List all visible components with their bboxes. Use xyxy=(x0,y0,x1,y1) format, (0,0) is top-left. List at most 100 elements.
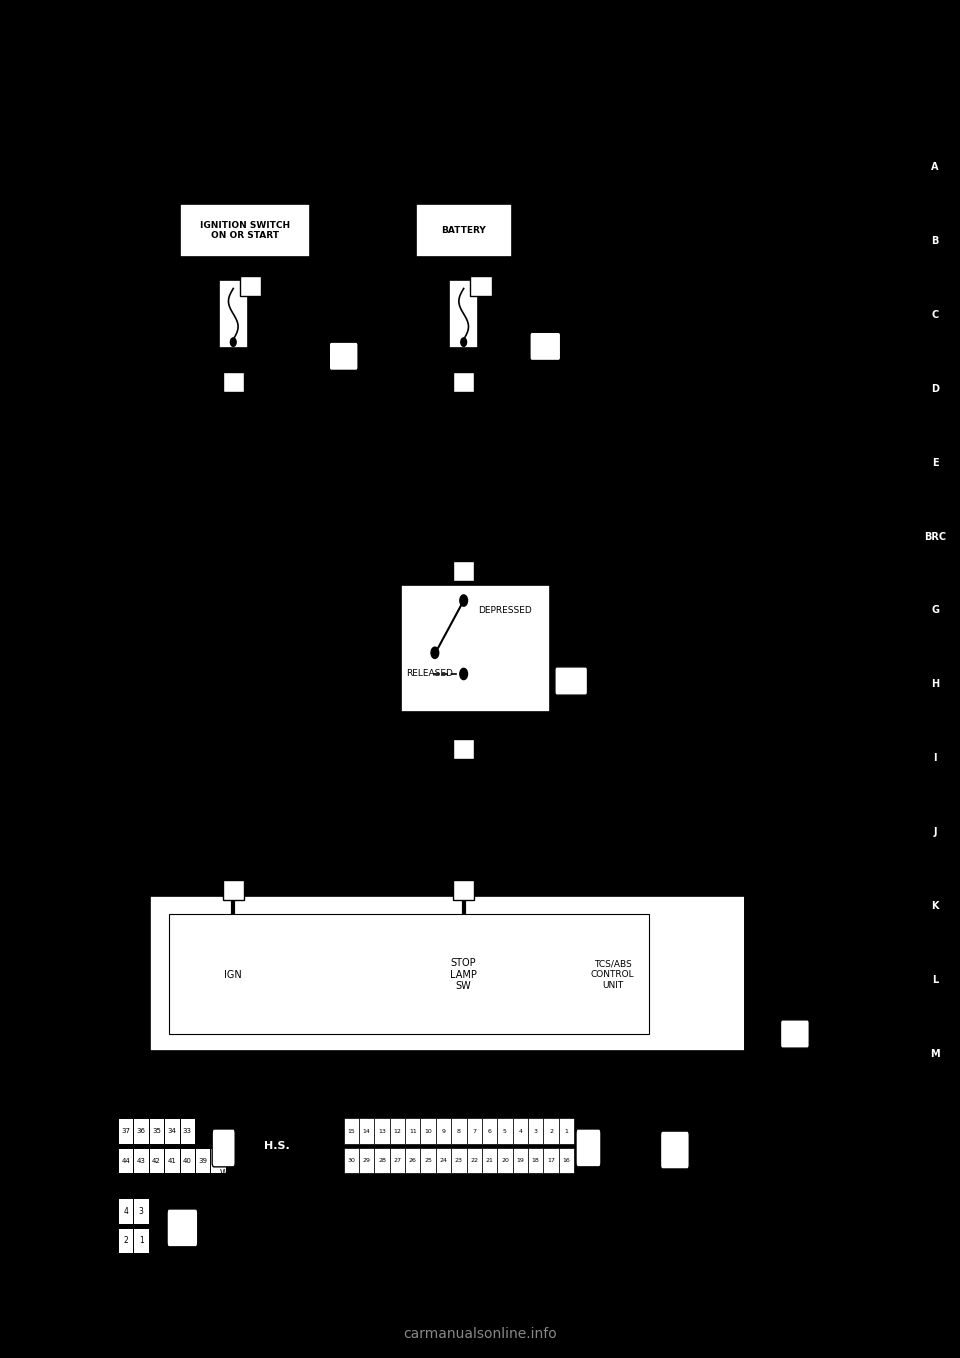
Text: BATTERY: BATTERY xyxy=(442,227,486,235)
FancyBboxPatch shape xyxy=(543,1148,559,1173)
Circle shape xyxy=(460,792,468,803)
FancyBboxPatch shape xyxy=(528,1119,543,1143)
FancyBboxPatch shape xyxy=(329,342,358,371)
Text: 17: 17 xyxy=(458,885,469,895)
FancyBboxPatch shape xyxy=(223,880,244,900)
Text: 24: 24 xyxy=(440,1158,447,1162)
FancyBboxPatch shape xyxy=(482,1119,497,1143)
FancyBboxPatch shape xyxy=(359,1119,374,1143)
Text: 15: 15 xyxy=(348,1128,355,1134)
FancyBboxPatch shape xyxy=(555,667,588,695)
Text: W: W xyxy=(220,1169,228,1177)
Text: P/L: P/L xyxy=(491,781,504,790)
Text: 30: 30 xyxy=(348,1158,355,1162)
Text: 25: 25 xyxy=(424,1158,432,1162)
Circle shape xyxy=(431,648,439,659)
Text: BRC-TCS-01: BRC-TCS-01 xyxy=(698,156,815,175)
FancyBboxPatch shape xyxy=(150,896,745,1051)
Text: E8: E8 xyxy=(218,1143,229,1153)
Text: 29: 29 xyxy=(363,1158,371,1162)
FancyBboxPatch shape xyxy=(467,1148,482,1173)
Text: 20: 20 xyxy=(501,1158,509,1162)
Circle shape xyxy=(230,338,236,346)
FancyBboxPatch shape xyxy=(133,1228,149,1253)
FancyBboxPatch shape xyxy=(180,1148,195,1173)
Text: 14: 14 xyxy=(363,1128,371,1134)
Text: 13: 13 xyxy=(378,1128,386,1134)
FancyBboxPatch shape xyxy=(344,1119,359,1143)
Text: 2: 2 xyxy=(549,1128,553,1134)
Text: 26: 26 xyxy=(409,1158,417,1162)
Text: BRC: BRC xyxy=(924,531,947,542)
Text: B: B xyxy=(931,236,939,246)
Text: 4: 4 xyxy=(518,1128,522,1134)
Text: 19: 19 xyxy=(516,1158,524,1162)
FancyBboxPatch shape xyxy=(167,1209,198,1247)
FancyBboxPatch shape xyxy=(133,1119,149,1143)
FancyBboxPatch shape xyxy=(240,276,261,296)
Text: C: C xyxy=(931,310,939,320)
Text: 29: 29 xyxy=(228,885,239,895)
FancyBboxPatch shape xyxy=(559,1119,574,1143)
FancyBboxPatch shape xyxy=(449,280,478,348)
Text: 41: 41 xyxy=(167,1157,177,1164)
Text: L: L xyxy=(932,975,938,985)
Text: P/B: P/B xyxy=(438,811,452,820)
FancyBboxPatch shape xyxy=(252,1108,300,1181)
Text: G: G xyxy=(931,606,939,615)
FancyBboxPatch shape xyxy=(401,585,550,712)
Text: K: K xyxy=(931,900,939,911)
Text: 28: 28 xyxy=(378,1158,386,1162)
FancyBboxPatch shape xyxy=(133,1148,149,1173)
Text: 10A: 10A xyxy=(442,272,457,280)
Text: 11: 11 xyxy=(409,1128,417,1134)
Text: 18: 18 xyxy=(532,1158,540,1162)
FancyBboxPatch shape xyxy=(453,739,474,759)
Text: 17: 17 xyxy=(547,1158,555,1162)
Text: 1: 1 xyxy=(564,1128,568,1134)
Text: H: H xyxy=(931,679,939,690)
FancyBboxPatch shape xyxy=(436,1119,451,1143)
FancyBboxPatch shape xyxy=(359,1148,374,1173)
Text: carmanualsonline.info: carmanualsonline.info xyxy=(403,1327,557,1340)
FancyBboxPatch shape xyxy=(405,1119,420,1143)
Text: J: J xyxy=(933,827,937,837)
Text: STOP
LAMP
SWITCH: STOP LAMP SWITCH xyxy=(555,610,590,640)
Text: 6: 6 xyxy=(488,1128,492,1134)
Text: TCS/ABS
CONTROL
UNIT: TCS/ABS CONTROL UNIT xyxy=(590,960,635,990)
Text: IGN: IGN xyxy=(225,970,242,979)
Text: 39: 39 xyxy=(198,1157,207,1164)
Text: IGNITION SWITCH
ON OR START: IGNITION SWITCH ON OR START xyxy=(201,221,290,240)
Text: 4: 4 xyxy=(461,744,467,754)
Text: 9: 9 xyxy=(442,1128,445,1134)
Text: E51: E51 xyxy=(786,1029,804,1039)
FancyBboxPatch shape xyxy=(390,1119,405,1143)
FancyBboxPatch shape xyxy=(416,204,512,258)
FancyBboxPatch shape xyxy=(390,1148,405,1173)
Text: RELEASED: RELEASED xyxy=(406,669,453,679)
FancyBboxPatch shape xyxy=(374,1119,390,1143)
Text: ABS
ACTUATOR
AND ELECTRIC
UNIT
(CONTROL
UNIT): ABS ACTUATOR AND ELECTRIC UNIT (CONTROL … xyxy=(776,933,837,994)
Text: E111: E111 xyxy=(171,1224,194,1233)
Text: E101: E101 xyxy=(534,342,557,350)
FancyBboxPatch shape xyxy=(453,561,474,581)
FancyBboxPatch shape xyxy=(543,1119,559,1143)
Text: 27: 27 xyxy=(394,1158,401,1162)
FancyBboxPatch shape xyxy=(576,1128,601,1167)
FancyBboxPatch shape xyxy=(118,1199,133,1224)
FancyBboxPatch shape xyxy=(118,1148,133,1173)
Text: 3: 3 xyxy=(534,1128,538,1134)
Text: 33: 33 xyxy=(182,1128,192,1134)
Text: H.S.: H.S. xyxy=(264,1141,289,1150)
Text: D: D xyxy=(931,384,939,394)
Text: E: E xyxy=(932,458,938,467)
FancyBboxPatch shape xyxy=(164,1148,180,1173)
FancyBboxPatch shape xyxy=(405,1148,420,1173)
FancyBboxPatch shape xyxy=(169,914,649,1033)
FancyBboxPatch shape xyxy=(467,1119,482,1143)
FancyBboxPatch shape xyxy=(180,204,310,258)
Text: 21: 21 xyxy=(486,1158,493,1162)
Circle shape xyxy=(460,595,468,606)
Text: 8C: 8C xyxy=(458,378,469,386)
Text: G/R: G/R xyxy=(207,853,224,862)
